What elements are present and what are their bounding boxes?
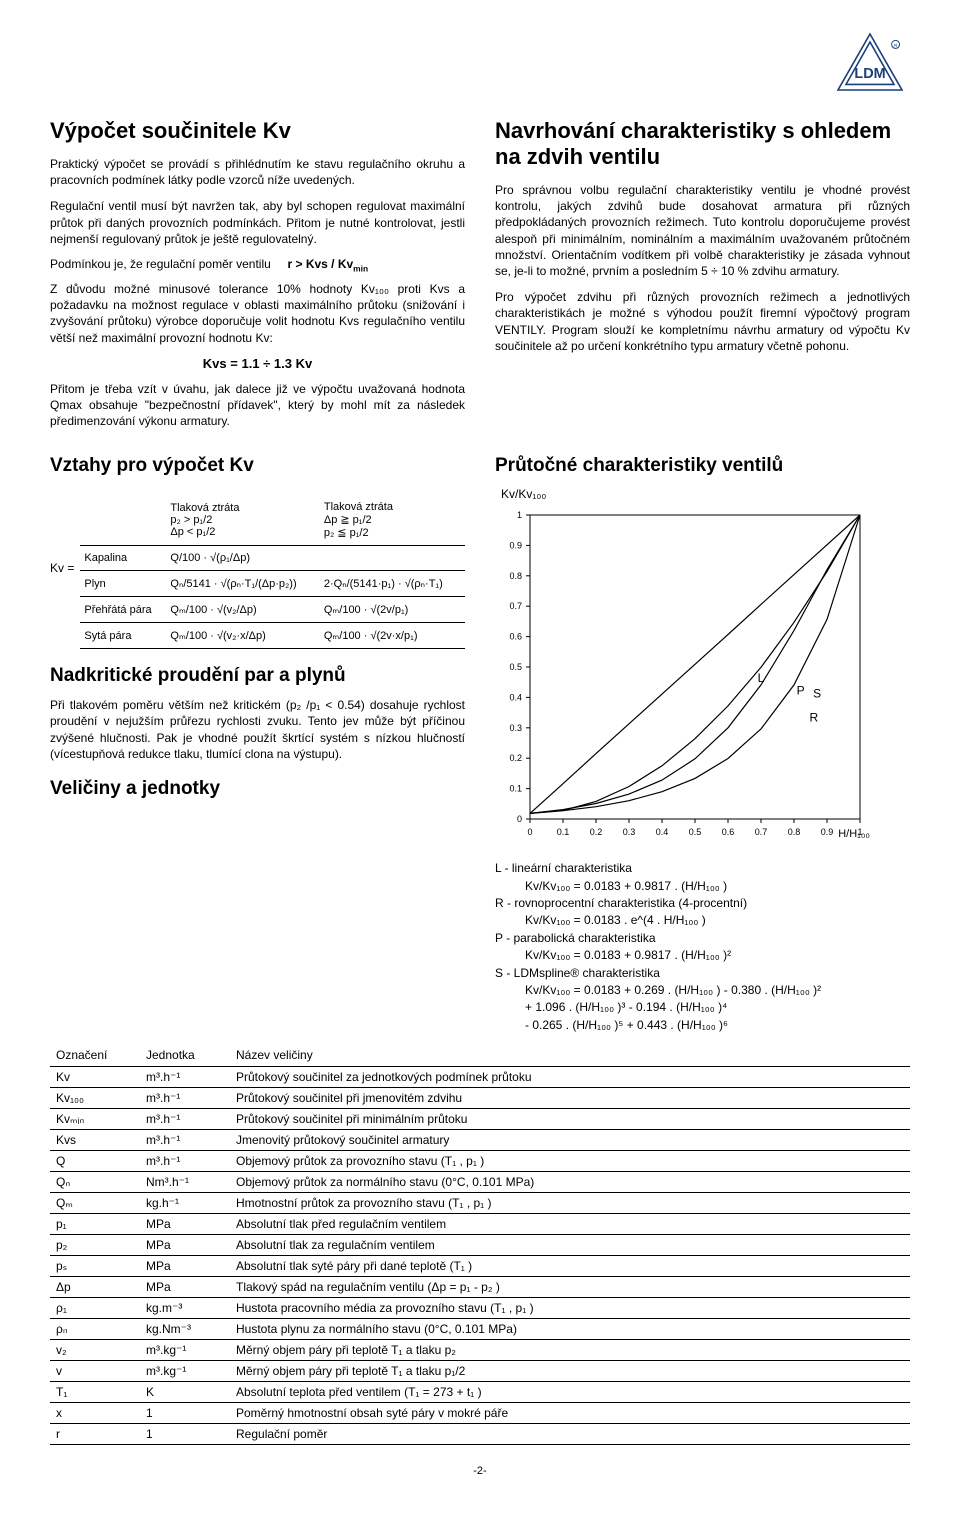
para: Z důvodu možné minusové tolerance 10% ho… bbox=[50, 281, 465, 346]
svg-text:0.2: 0.2 bbox=[509, 753, 522, 763]
table-row: ΔpMPaTlakový spád na regulačním ventilu … bbox=[50, 1277, 910, 1298]
units-header: Název veličiny bbox=[230, 1044, 910, 1067]
heading-flow-char: Průtočné charakteristiky ventilů bbox=[495, 455, 910, 477]
table-row: p₂MPaAbsolutní tlak za regulačním ventil… bbox=[50, 1235, 910, 1256]
svg-text:0.1: 0.1 bbox=[509, 784, 522, 794]
heading-veliciny: Veličiny a jednotky bbox=[50, 778, 465, 800]
table-row: Kv₁₀₀m³.h⁻¹Průtokový součinitel při jmen… bbox=[50, 1088, 910, 1109]
svg-text:0.9: 0.9 bbox=[821, 827, 834, 837]
svg-text:0: 0 bbox=[527, 827, 532, 837]
svg-text:H/H₁₀₀: H/H₁₀₀ bbox=[838, 828, 870, 840]
flow-characteristics-chart: 0 0.1 0.2 0.3 0.4 0.5 0.6 0.7 0.8 0.9 1 0 0.1 0.2 0.3 0… bbox=[495, 507, 875, 847]
svg-text:0.4: 0.4 bbox=[656, 827, 669, 837]
svg-text:0.9: 0.9 bbox=[509, 541, 522, 551]
heading-nadkriticke: Nadkritické proudění par a plynů bbox=[50, 665, 465, 687]
table-row: Kvₘᵢₙm³.h⁻¹Průtokový součinitel při mini… bbox=[50, 1109, 910, 1130]
table-row: QₙNm³.h⁻¹Objemový průtok za normálního s… bbox=[50, 1172, 910, 1193]
svg-text:R: R bbox=[894, 43, 898, 49]
heading-vztahy: Vztahy pro výpočet Kv bbox=[50, 455, 465, 477]
svg-text:0: 0 bbox=[517, 814, 522, 824]
svg-text:LDM: LDM bbox=[854, 66, 885, 82]
table-row: Qₘkg.h⁻¹Hmotnostní průtok za provozního … bbox=[50, 1193, 910, 1214]
para: Při tlakovém poměru větším než kritickém… bbox=[50, 697, 465, 762]
svg-text:0.5: 0.5 bbox=[689, 827, 702, 837]
units-header: Jednotka bbox=[140, 1044, 230, 1067]
svg-text:0.6: 0.6 bbox=[509, 632, 522, 642]
para: Pro správnou volbu regulační charakteris… bbox=[495, 182, 910, 279]
kvs-equation: Kvs = 1.1 ÷ 1.3 Kv bbox=[50, 356, 465, 371]
chart-legend: L - lineární charakteristika Kv/Kv₁₀₀ = … bbox=[495, 860, 910, 1034]
svg-text:0.8: 0.8 bbox=[509, 571, 522, 581]
svg-text:0.7: 0.7 bbox=[509, 601, 522, 611]
table-row: vm³.kg⁻¹Měrný objem páry při teplotě T₁ … bbox=[50, 1361, 910, 1382]
svg-text:0.1: 0.1 bbox=[557, 827, 570, 837]
svg-text:L: L bbox=[758, 671, 765, 685]
table-row: Kvm³.h⁻¹Průtokový součinitel za jednotko… bbox=[50, 1067, 910, 1088]
units-table: OznačeníJednotkaNázev veličiny Kvm³.h⁻¹P… bbox=[50, 1044, 910, 1445]
table-row: pₛMPaAbsolutní tlak syté páry při dané t… bbox=[50, 1256, 910, 1277]
table-row: ρₙkg.Nm⁻³Hustota plynu za normálního sta… bbox=[50, 1319, 910, 1340]
svg-text:0.7: 0.7 bbox=[755, 827, 768, 837]
table-row: T₁KAbsolutní teplota před ventilem (T₁ =… bbox=[50, 1382, 910, 1403]
para: Praktický výpočet se provádí s přihlédnu… bbox=[50, 156, 465, 188]
para: Pro výpočet zdvihu při různých provozníc… bbox=[495, 289, 910, 354]
svg-text:0.2: 0.2 bbox=[590, 827, 603, 837]
svg-text:1: 1 bbox=[517, 510, 522, 520]
svg-text:R: R bbox=[809, 711, 818, 725]
table-row: ρ₁kg.m⁻³Hustota pracovního média za prov… bbox=[50, 1298, 910, 1319]
heading-kv: Výpočet součinitele Kv bbox=[50, 118, 465, 144]
chart-y-label: Kv/Kv₁₀₀ bbox=[501, 487, 910, 501]
condition-line: Podmínkou je, že regulační poměr ventilu… bbox=[50, 257, 465, 271]
table-row: p₁MPaAbsolutní tlak před regulačním vent… bbox=[50, 1214, 910, 1235]
para: Přitom je třeba vzít v úvahu, jak dalece… bbox=[50, 381, 465, 430]
svg-text:0.5: 0.5 bbox=[509, 662, 522, 672]
heading-char: Navrhování charakteristiky s ohledem na … bbox=[495, 118, 910, 170]
table-row: Kvsm³.h⁻¹Jmenovitý průtokový součinitel … bbox=[50, 1130, 910, 1151]
page-number: -2- bbox=[50, 1465, 910, 1477]
kv-formula-table: Tlaková ztrátap₂ > p₁/2Δp < p₁/2 Tlaková… bbox=[80, 495, 465, 649]
svg-text:0.6: 0.6 bbox=[722, 827, 735, 837]
svg-text:0.4: 0.4 bbox=[509, 693, 522, 703]
svg-text:0.3: 0.3 bbox=[623, 827, 636, 837]
kv-equals-label: Kv = bbox=[50, 561, 74, 575]
svg-text:0.8: 0.8 bbox=[788, 827, 801, 837]
units-header: Označení bbox=[50, 1044, 140, 1067]
table-row: Qm³.h⁻¹Objemový průtok za provozního sta… bbox=[50, 1151, 910, 1172]
table-row: r1Regulační poměr bbox=[50, 1424, 910, 1445]
svg-text:0.3: 0.3 bbox=[509, 723, 522, 733]
svg-text:S: S bbox=[813, 687, 821, 701]
para: Regulační ventil musí být navržen tak, a… bbox=[50, 198, 465, 247]
table-row: x1Poměrný hmotnostní obsah syté páry v m… bbox=[50, 1403, 910, 1424]
table-row: v₂m³.kg⁻¹Měrný objem páry při teplotě T₁… bbox=[50, 1340, 910, 1361]
ldm-logo: R LDM bbox=[830, 30, 910, 102]
svg-text:P: P bbox=[797, 684, 805, 698]
